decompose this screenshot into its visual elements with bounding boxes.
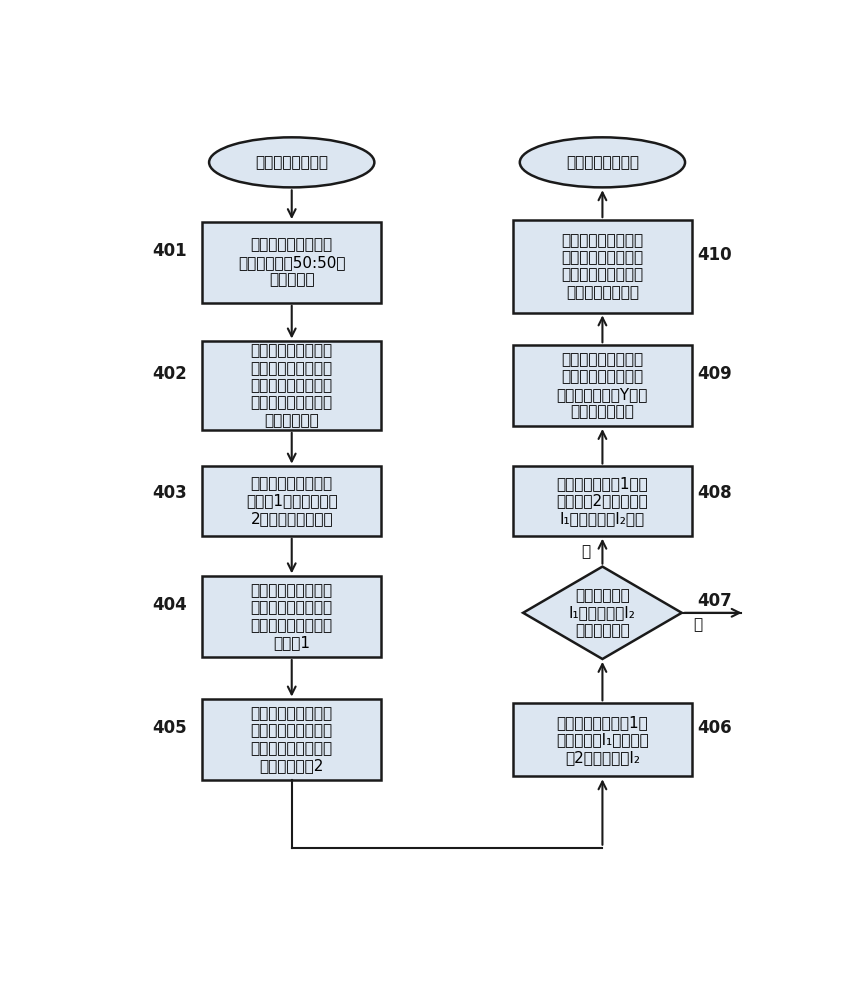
Text: 记录此时光功率计1接
收输出光强I₁和光功率
计2的输出光强I₂: 记录此时光功率计1接 收输出光强I₁和光功率 计2的输出光强I₂ <box>556 715 648 765</box>
Text: 401: 401 <box>152 242 187 260</box>
Text: 开始调试，调节可变
衰减器1和可变衰减器
2至松弛无衰减状态: 开始调试，调节可变 衰减器1和可变衰减器 2至松弛无衰减状态 <box>245 476 337 526</box>
Text: 完成调试，固定此时
状态不变，将测试臂
调试模块换成由Y波导
组成的测试模块: 完成调试，固定此时 状态不变，将测试臂 调试模块换成由Y波导 组成的测试模块 <box>556 352 648 419</box>
Text: 405: 405 <box>152 719 187 737</box>
Text: 断开测试端焊点，将
标定臂调试模块换成
由反射率已知的反射
镜组成的标定模块: 断开测试端焊点，将 标定臂调试模块换成 由反射率已知的反射 镜组成的标定模块 <box>561 233 642 300</box>
FancyBboxPatch shape <box>513 466 691 536</box>
Text: 完成标定装置制作: 完成标定装置制作 <box>565 155 638 170</box>
Text: 是: 是 <box>693 617 702 632</box>
Text: 按照器件连接方式连
接相应器件，并在测
试臂接上测试臂调试
模块，标定臂接上标
定臂调试模块: 按照器件连接方式连 接相应器件，并在测 试臂接上测试臂调试 模块，标定臂接上标 … <box>250 343 332 428</box>
Text: 407: 407 <box>697 592 731 610</box>
FancyBboxPatch shape <box>513 703 691 776</box>
Text: 403: 403 <box>152 484 187 502</box>
FancyBboxPatch shape <box>202 699 381 780</box>
Ellipse shape <box>209 137 374 187</box>
FancyBboxPatch shape <box>513 220 691 312</box>
Text: 调节可变衰减器1和可
变衰减器2至输出光强
I₁和输出光强I₂相等: 调节可变衰减器1和可 变衰减器2至输出光强 I₁和输出光强I₂相等 <box>556 476 648 526</box>
Text: 408: 408 <box>697 484 731 502</box>
FancyBboxPatch shape <box>202 576 381 657</box>
Text: 在标定端输出准直镜
后平行放置一个接收
准直镜，准直镜尾纤
接入光功率计2: 在标定端输出准直镜 后平行放置一个接收 准直镜，准直镜尾纤 接入光功率计2 <box>250 706 332 773</box>
FancyBboxPatch shape <box>202 222 381 303</box>
FancyBboxPatch shape <box>202 341 381 430</box>
Text: 选取器件，尽量选取
分光比正好为50:50的
单模耦合器: 选取器件，尽量选取 分光比正好为50:50的 单模耦合器 <box>238 238 345 287</box>
Text: 开始标定装置制作: 开始标定装置制作 <box>255 155 328 170</box>
Ellipse shape <box>519 137 684 187</box>
Text: 402: 402 <box>152 365 187 383</box>
Text: 406: 406 <box>697 719 731 737</box>
Text: 409: 409 <box>697 365 731 383</box>
Polygon shape <box>522 567 681 659</box>
FancyBboxPatch shape <box>202 466 381 536</box>
FancyBboxPatch shape <box>513 345 691 426</box>
Text: 404: 404 <box>152 596 187 614</box>
Text: 将测试端焊接一段单
模光纤，单模光纤通
过光纤活接头连接光
功率计1: 将测试端焊接一段单 模光纤，单模光纤通 过光纤活接头连接光 功率计1 <box>250 583 332 650</box>
Text: 410: 410 <box>697 246 731 264</box>
Text: 比较输出光强
I₁和输出光强I₂
大小是否相等: 比较输出光强 I₁和输出光强I₂ 大小是否相等 <box>568 588 635 638</box>
Text: 否: 否 <box>581 544 590 559</box>
